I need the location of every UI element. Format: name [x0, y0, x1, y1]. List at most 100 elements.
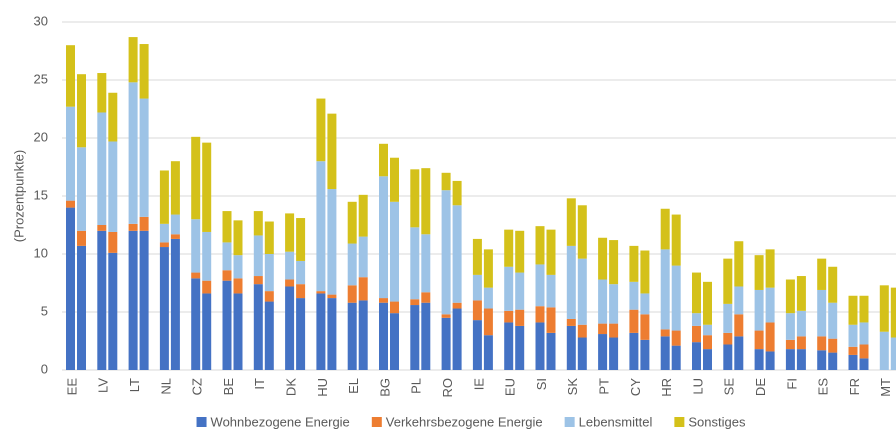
- bar-segment: [358, 236, 368, 278]
- bar-segment: [515, 272, 525, 310]
- bar-segment: [640, 250, 650, 294]
- x-tick-label: HR: [659, 378, 674, 397]
- bar-segment: [483, 287, 493, 309]
- bar-segment: [452, 180, 462, 206]
- bar-segment: [817, 350, 827, 370]
- bar-segment: [660, 336, 670, 370]
- x-tick-label: EE: [64, 378, 79, 396]
- legend-label: Sonstiges: [688, 414, 746, 429]
- bar-segment: [222, 211, 232, 243]
- bar-segment: [692, 313, 701, 326]
- bar-segment: [848, 295, 858, 325]
- bar-segment: [640, 314, 650, 340]
- x-tick-label: HU: [315, 378, 330, 397]
- bar-segment: [202, 293, 212, 370]
- bar-segment: [159, 247, 169, 370]
- y-tick-label: 25: [34, 71, 48, 86]
- bar-segment: [358, 194, 368, 237]
- x-tick-label: NL: [158, 378, 173, 395]
- bar-segment: [191, 136, 201, 220]
- y-tick-label: 10: [34, 245, 48, 260]
- bar-segment: [504, 229, 514, 267]
- bar-segment: [285, 213, 295, 252]
- legend-label: Verkehrsbezogene Energie: [386, 414, 543, 429]
- bar-segment: [566, 245, 576, 319]
- bar-segment: [703, 324, 712, 336]
- bar-segment: [170, 238, 180, 370]
- bar-segment: [848, 354, 858, 370]
- bar-segment: [296, 260, 306, 285]
- bar-segment: [504, 266, 514, 311]
- bar-segment: [128, 82, 138, 224]
- bar-segment: [629, 332, 639, 370]
- bar-segment: [723, 303, 733, 333]
- bar-segment: [452, 205, 462, 303]
- x-tick-label: LV: [96, 378, 111, 393]
- bar-segment: [191, 272, 201, 279]
- bar-segment: [504, 310, 514, 323]
- x-tick-label: IE: [471, 378, 486, 391]
- bar-segment: [170, 214, 180, 235]
- bar-segment: [139, 230, 149, 370]
- bar-segment: [108, 231, 118, 253]
- bar-segment: [640, 339, 650, 370]
- bar-segment: [296, 298, 306, 370]
- bar-segment: [472, 300, 482, 321]
- legend-swatch: [371, 417, 382, 427]
- x-tick-label: BG: [377, 378, 392, 397]
- bar-segment: [734, 241, 744, 287]
- bar-segment: [441, 314, 451, 318]
- bar-segment: [734, 286, 744, 315]
- x-tick-label: PT: [597, 378, 612, 395]
- bar-segment: [879, 331, 889, 370]
- bar-segment: [483, 335, 493, 370]
- bar-segment: [441, 317, 451, 370]
- bar-segment: [390, 313, 399, 370]
- bar-segment: [692, 325, 701, 343]
- bar-segment: [170, 161, 180, 215]
- y-tick-label: 30: [34, 13, 48, 28]
- bar-segment: [859, 322, 869, 345]
- bar-segment: [97, 225, 107, 231]
- bar-segment: [598, 334, 608, 370]
- bar-segment: [703, 335, 712, 350]
- bar-segment: [848, 346, 858, 355]
- bar-segment: [441, 172, 451, 191]
- x-tick-label: FI: [784, 378, 799, 390]
- bar-segment: [285, 286, 295, 370]
- bar-segment: [577, 258, 587, 325]
- bar-segment: [66, 106, 75, 201]
- bar-segment: [796, 310, 806, 337]
- bar-segment: [859, 344, 869, 359]
- bar-segment: [108, 252, 118, 370]
- bar-segment: [347, 302, 357, 370]
- bar-segment: [817, 289, 827, 337]
- bar-segment: [546, 307, 556, 333]
- bar-segment: [390, 201, 399, 302]
- bar-segment: [577, 324, 587, 338]
- bar-segment: [472, 274, 482, 301]
- bar-segment: [222, 270, 232, 281]
- bar-segment: [421, 302, 431, 370]
- bar-segment: [640, 293, 650, 315]
- bar-segment: [441, 190, 451, 315]
- y-tick-label: 0: [41, 361, 48, 376]
- bar-segment: [609, 323, 619, 338]
- bar-segment: [128, 223, 138, 231]
- bar-segment: [629, 309, 639, 333]
- bar-segment: [796, 349, 806, 370]
- bar-segment: [609, 284, 619, 324]
- bar-segment: [566, 318, 576, 326]
- bar-segment: [765, 351, 775, 370]
- bar-segment: [671, 345, 681, 370]
- bar-segment: [253, 235, 263, 277]
- bar-segment: [848, 324, 858, 347]
- bar-segment: [828, 338, 838, 353]
- bar-segment: [159, 223, 169, 243]
- x-tick-label: ES: [816, 378, 831, 396]
- bar-segment: [452, 302, 462, 309]
- x-tick-label: EL: [346, 378, 361, 394]
- legend-swatch: [564, 417, 575, 427]
- bar-segment: [785, 313, 795, 340]
- legend-label: Wohnbezogene Energie: [211, 414, 350, 429]
